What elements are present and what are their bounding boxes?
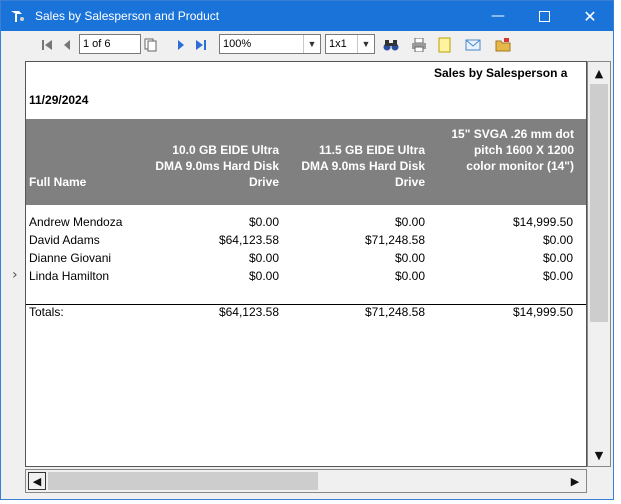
scroll-right-button[interactable]: ▶	[566, 472, 584, 490]
table-row: Dianne Giovani $0.00 $0.00 $0.00	[26, 251, 586, 269]
total-cell: $64,123.58	[218, 305, 279, 319]
report-preview[interactable]: Sales by Salesperson a 11/29/2024 Full N…	[25, 61, 587, 467]
arrow-up-icon: ▲	[594, 66, 604, 80]
close-icon: ✕	[583, 6, 597, 26]
open-button[interactable]	[495, 37, 511, 53]
amount-cell: $0.00	[394, 215, 425, 229]
amount-cell: $0.00	[542, 251, 573, 265]
envelope-icon	[465, 39, 481, 51]
amount-cell: $0.00	[248, 251, 279, 265]
current-row-pointer-icon: ›	[12, 267, 18, 283]
page-icon	[438, 37, 451, 53]
column-header-full-name: Full Name	[29, 175, 87, 189]
horizontal-scrollbar[interactable]: ◀ ▶	[25, 469, 587, 493]
salesperson-name: David Adams	[29, 233, 100, 247]
layout-value: 1x1	[329, 38, 347, 50]
scroll-down-button[interactable]: ▼	[590, 446, 608, 464]
pages-icon	[144, 38, 157, 52]
first-page-icon	[42, 40, 52, 50]
amount-cell: $0.00	[248, 269, 279, 283]
amount-cell: $0.00	[248, 215, 279, 229]
printer-icon	[412, 38, 426, 52]
scroll-left-button[interactable]: ◀	[28, 472, 46, 490]
horizontal-scroll-thumb[interactable]	[48, 472, 318, 490]
report-date: 11/29/2024	[29, 93, 89, 107]
table-row: David Adams $64,123.58 $71,248.58 $0.00	[26, 233, 586, 251]
print-button[interactable]	[411, 37, 427, 53]
column-header-product-3: 15" SVGA .26 mm dot pitch 1600 X 1200 co…	[451, 127, 574, 173]
page-setup-button[interactable]	[143, 37, 159, 53]
arrow-left-icon: ◀	[32, 474, 42, 488]
vertical-scrollbar[interactable]: ▲ ▼	[587, 61, 611, 467]
salesperson-name: Dianne Giovani	[29, 251, 112, 265]
zoom-value: 100%	[223, 38, 252, 50]
next-page-button[interactable]	[173, 37, 189, 53]
amount-cell: $14,999.50	[512, 215, 573, 229]
column-header-band: Full Name 10.0 GB EIDE Ultra DMA 9.0ms H…	[26, 119, 586, 205]
binoculars-icon	[383, 40, 399, 51]
column-header-product-1: 10.0 GB EIDE Ultra DMA 9.0ms Hard Disk D…	[155, 143, 279, 189]
amount-cell: $0.00	[542, 233, 573, 247]
total-cell: $14,999.50	[512, 305, 573, 319]
window-title: Sales by Salesperson and Product	[35, 9, 220, 23]
amount-cell: $71,248.58	[364, 233, 425, 247]
table-row: Linda Hamilton $0.00 $0.00 $0.00	[26, 269, 586, 287]
minimize-icon: —	[491, 8, 505, 24]
folder-icon	[495, 38, 511, 52]
zoom-select[interactable]: 100% ▼	[219, 34, 321, 54]
previous-page-icon	[64, 40, 70, 50]
last-page-button[interactable]	[193, 37, 209, 53]
maximize-icon	[538, 10, 550, 22]
amount-cell: $0.00	[394, 251, 425, 265]
totals-row: Totals: $64,123.58 $71,248.58 $14,999.50	[26, 305, 586, 323]
email-button[interactable]	[465, 37, 481, 53]
totals-label: Totals:	[29, 305, 64, 319]
first-page-button[interactable]	[39, 37, 55, 53]
export-button[interactable]	[437, 37, 453, 53]
chevron-down-icon[interactable]: ▼	[303, 35, 320, 53]
page-number-field[interactable]: 1 of 6	[79, 34, 141, 54]
amount-cell: $0.00	[542, 269, 573, 283]
last-page-icon	[196, 40, 206, 50]
previous-page-button[interactable]	[59, 37, 75, 53]
maximize-button[interactable]	[521, 1, 567, 31]
close-button[interactable]: ✕	[567, 1, 613, 31]
vertical-scroll-thumb[interactable]	[590, 84, 608, 322]
arrow-down-icon: ▼	[594, 448, 604, 462]
minimize-button[interactable]: —	[475, 1, 521, 31]
arrow-right-icon: ▶	[570, 474, 580, 488]
table-row: Andrew Mendoza $0.00 $0.00 $14,999.50	[26, 215, 586, 233]
salesperson-name: Andrew Mendoza	[29, 215, 123, 229]
amount-cell: $0.00	[394, 269, 425, 283]
report-title: Sales by Salesperson a	[434, 66, 568, 80]
next-page-icon	[178, 40, 184, 50]
totals-divider	[26, 304, 586, 305]
app-icon	[11, 11, 24, 22]
column-header-product-2: 11.5 GB EIDE Ultra DMA 9.0ms Hard Disk D…	[301, 143, 425, 189]
amount-cell: $64,123.58	[218, 233, 279, 247]
find-button[interactable]	[383, 37, 399, 53]
page-layout-select[interactable]: 1x1 ▼	[325, 34, 375, 54]
total-cell: $71,248.58	[364, 305, 425, 319]
salesperson-name: Linda Hamilton	[29, 269, 110, 283]
chevron-down-icon[interactable]: ▼	[357, 35, 374, 53]
title-bar[interactable]: Sales by Salesperson and Product — ✕	[1, 1, 613, 31]
scroll-up-button[interactable]: ▲	[590, 64, 608, 82]
